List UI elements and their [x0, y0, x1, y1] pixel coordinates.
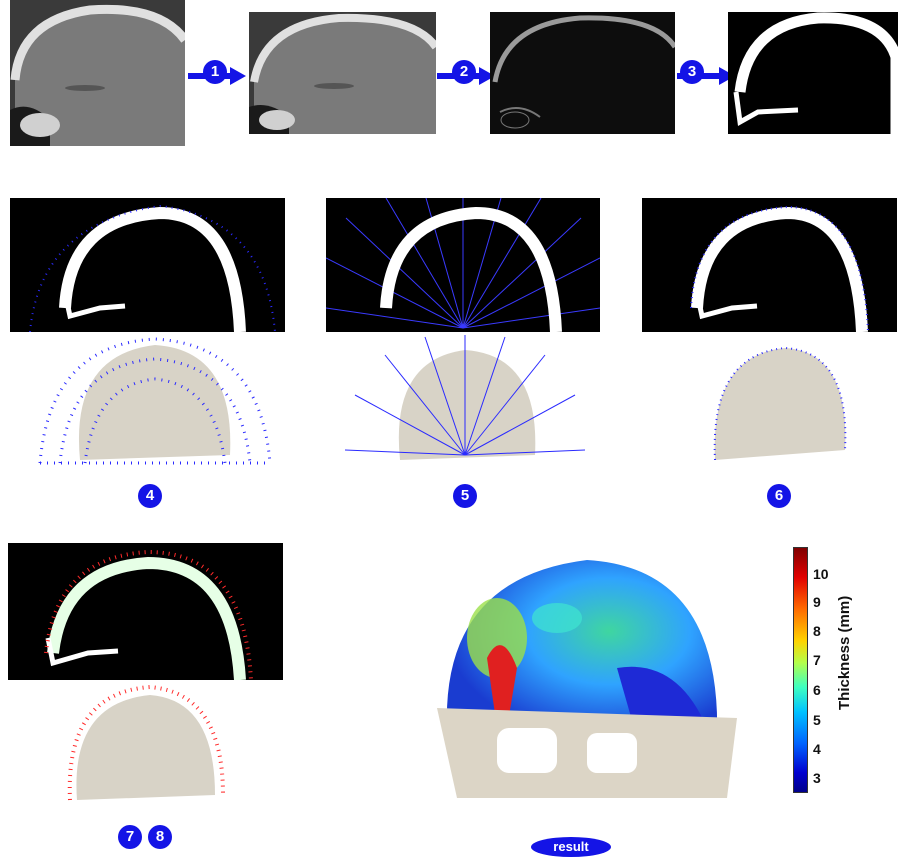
slice-normal-vectors: [8, 543, 283, 680]
step-7-badge: 7: [118, 825, 142, 849]
skull-ray-lines: [345, 335, 585, 475]
step-4-badge: 4: [138, 484, 162, 508]
colorbar-tick: 6: [813, 682, 821, 698]
step-8-badge: 8: [148, 825, 172, 849]
slice-ray-lines: [326, 198, 600, 332]
colorbar-tick: 7: [813, 652, 821, 668]
colorbar-tick: 5: [813, 712, 821, 728]
ct-slice-original: [10, 0, 185, 146]
colorbar-tick: 10: [813, 566, 829, 582]
step-5-badge: 5: [453, 484, 477, 508]
ct-slice-edges: [490, 12, 675, 134]
step-2-badge: 2: [452, 60, 476, 84]
thickness-map-skull: [437, 548, 737, 803]
step-6-badge: 6: [767, 484, 791, 508]
step-1-badge: 1: [203, 60, 227, 84]
colorbar-tick: 9: [813, 594, 821, 610]
colorbar-tick: 3: [813, 770, 821, 786]
ct-slice-binary: [728, 12, 898, 134]
result-label: result: [531, 837, 611, 857]
slice-sphere-points: [10, 198, 285, 332]
slice-surface-points: [642, 198, 897, 332]
skull-surface-points: [705, 340, 855, 470]
skull-normal-vectors: [65, 685, 225, 810]
colorbar-tick: 8: [813, 623, 821, 639]
colorbar-title: Thickness (mm): [836, 595, 853, 710]
colorbar: [793, 547, 808, 793]
step-3-badge: 3: [680, 60, 704, 84]
colorbar-tick: 4: [813, 741, 821, 757]
skull-sphere-points: [35, 335, 275, 475]
ct-slice-filtered: [249, 12, 436, 134]
